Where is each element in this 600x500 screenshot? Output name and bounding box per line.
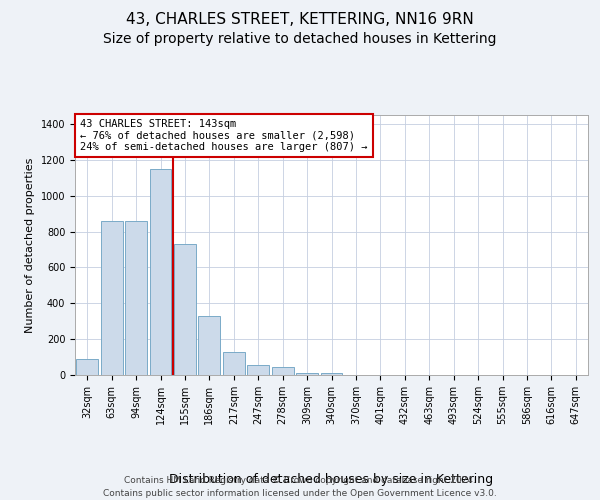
Bar — [101, 221, 122, 375]
Bar — [199, 316, 220, 375]
Y-axis label: Number of detached properties: Number of detached properties — [25, 158, 35, 332]
Text: Contains HM Land Registry data © Crown copyright and database right 2024.: Contains HM Land Registry data © Crown c… — [124, 476, 476, 485]
Bar — [149, 169, 172, 375]
Bar — [76, 359, 98, 375]
Bar — [223, 352, 245, 375]
Text: 43, CHARLES STREET, KETTERING, NN16 9RN: 43, CHARLES STREET, KETTERING, NN16 9RN — [126, 12, 474, 28]
Text: Contains public sector information licensed under the Open Government Licence v3: Contains public sector information licen… — [103, 489, 497, 498]
Text: Size of property relative to detached houses in Kettering: Size of property relative to detached ho… — [103, 32, 497, 46]
Bar — [247, 365, 269, 375]
Bar — [296, 373, 318, 375]
Bar — [272, 367, 293, 375]
Bar — [320, 373, 343, 375]
Bar — [174, 244, 196, 375]
X-axis label: Distribution of detached houses by size in Kettering: Distribution of detached houses by size … — [169, 473, 494, 486]
Bar — [125, 221, 147, 375]
Text: 43 CHARLES STREET: 143sqm
← 76% of detached houses are smaller (2,598)
24% of se: 43 CHARLES STREET: 143sqm ← 76% of detac… — [80, 119, 368, 152]
